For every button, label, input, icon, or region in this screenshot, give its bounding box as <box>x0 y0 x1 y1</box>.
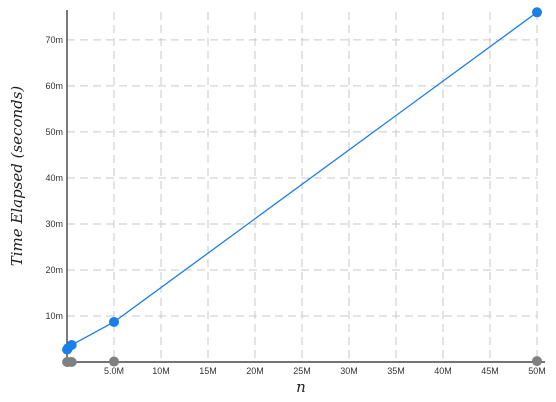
tick-labels: 5.0M 10M 15M 20M 25M 30M 35M 40M 45M 50M 10m 20m 30m… <box>45 35 545 376</box>
x-tick-label: 5.0M <box>104 366 124 376</box>
data-point <box>109 356 119 367</box>
y-axis-title: Time Elapsed (seconds) <box>8 86 26 267</box>
x-tick-label: 35M <box>387 366 405 376</box>
x-axis-title: n <box>296 378 306 396</box>
data-point <box>66 357 77 367</box>
grid-lines <box>67 12 538 362</box>
axes <box>66 10 545 363</box>
y-tick-label: 50m <box>45 127 63 137</box>
data-point <box>109 316 119 327</box>
x-tick-label: 20M <box>246 366 264 376</box>
data-point <box>66 339 77 350</box>
x-tick-label: 50M <box>528 366 546 376</box>
x-tick-label: 15M <box>199 366 217 376</box>
y-tick-label: 30m <box>45 219 63 229</box>
x-tick-label: 30M <box>340 366 358 376</box>
x-tick-label: 45M <box>481 366 499 376</box>
x-tick-label: 25M <box>293 366 311 376</box>
data-point <box>532 7 542 18</box>
y-tick-label: 20m <box>45 265 63 275</box>
x-tick-label: 10M <box>152 366 170 376</box>
series-group <box>62 7 542 367</box>
y-tick-label: 10m <box>45 311 63 321</box>
y-tick-label: 40m <box>45 173 63 183</box>
x-tick-label: 40M <box>434 366 452 376</box>
data-point <box>532 356 542 367</box>
y-tick-label: 60m <box>45 81 63 91</box>
y-tick-label: 70m <box>45 35 63 45</box>
